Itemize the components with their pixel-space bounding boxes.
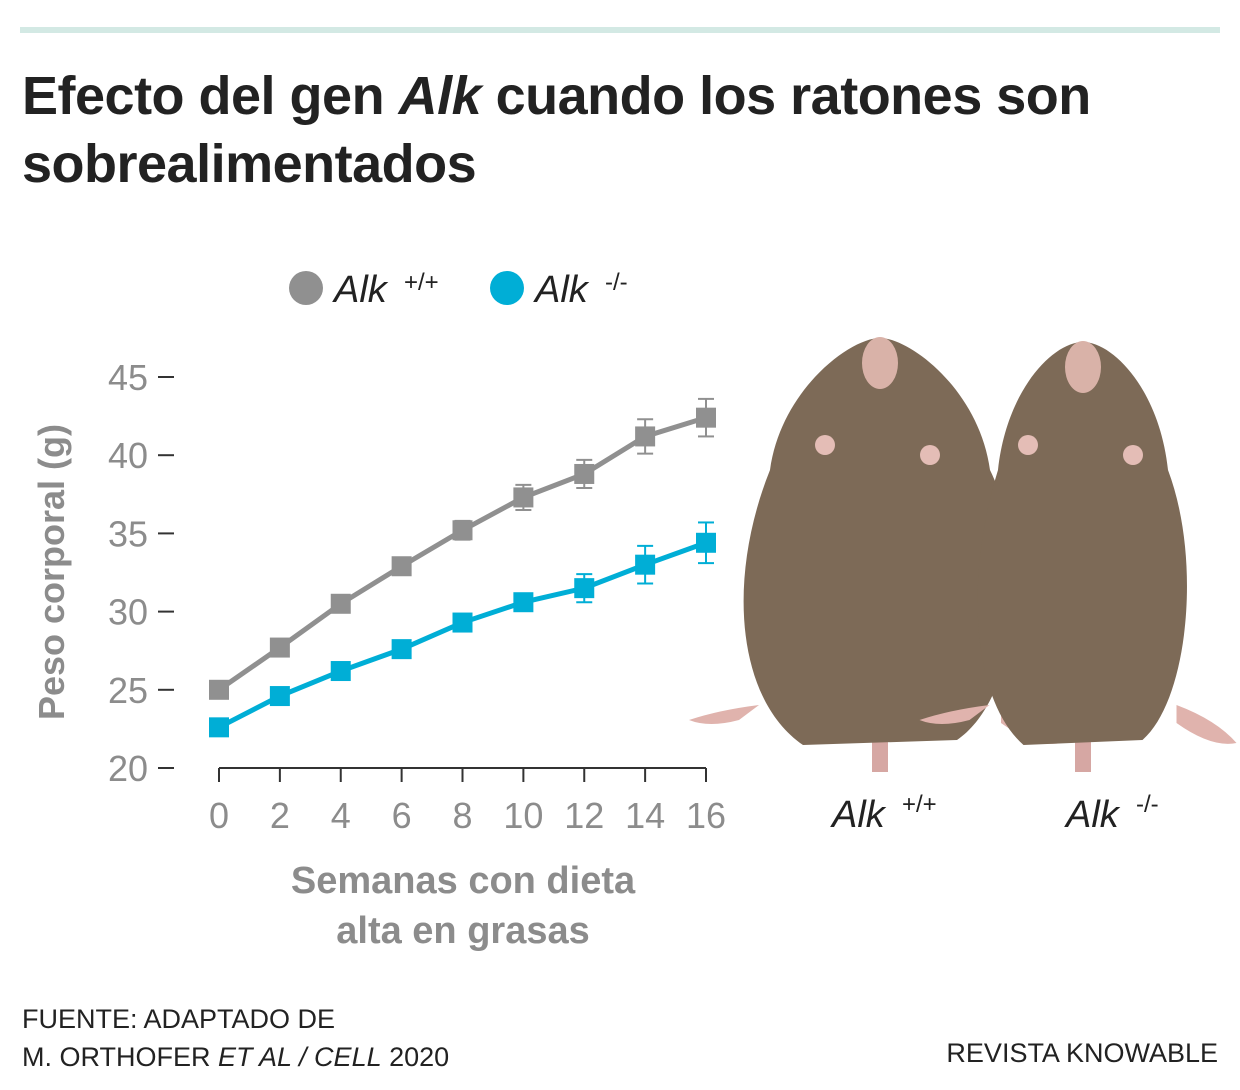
mouse-paw bbox=[1123, 445, 1143, 465]
data-point bbox=[513, 487, 534, 508]
data-point bbox=[330, 593, 351, 614]
publisher-credit: REVISTA KNOWABLE bbox=[946, 1038, 1218, 1068]
x-tick-label: 10 bbox=[503, 795, 543, 836]
source-line-2: M. ORTHOFER ET AL / CELL 2020 bbox=[22, 1042, 450, 1072]
x-tick-label: 0 bbox=[209, 795, 229, 836]
mouse-foot bbox=[1176, 705, 1237, 744]
y-axis-label: Peso corporal (g) bbox=[31, 424, 72, 720]
x-tick-label: 12 bbox=[564, 795, 604, 836]
mouse-body bbox=[977, 342, 1187, 745]
legend-label: Alk bbox=[533, 269, 590, 311]
mouse-nose bbox=[862, 337, 898, 389]
data-point bbox=[635, 426, 656, 447]
data-point bbox=[391, 556, 412, 577]
y-tick-label: 25 bbox=[108, 670, 148, 711]
data-point bbox=[209, 679, 229, 700]
x-axis-label: Semanas con dieta bbox=[291, 860, 636, 902]
data-point bbox=[269, 637, 290, 658]
y-tick-label: 30 bbox=[108, 592, 148, 633]
legend-label: Alk bbox=[332, 269, 389, 311]
source-line-1: FUENTE: ADAPTADO DE bbox=[22, 1004, 336, 1034]
legend-marker bbox=[490, 271, 524, 305]
x-tick-label: 4 bbox=[331, 795, 351, 836]
x-tick-label: 2 bbox=[270, 795, 290, 836]
data-point bbox=[513, 592, 534, 613]
legend-marker bbox=[289, 271, 323, 305]
mouse-paw bbox=[920, 445, 940, 465]
top-divider bbox=[20, 27, 1220, 33]
mouse-body bbox=[743, 338, 1015, 745]
mouse-paw bbox=[815, 435, 835, 455]
source-note: FUENTE: ADAPTADO DE M. ORTHOFER ET AL / … bbox=[22, 1000, 449, 1076]
data-point bbox=[635, 554, 656, 575]
y-tick-label: 20 bbox=[108, 748, 148, 789]
page-title: Efecto del gen Alk cuando los ratones so… bbox=[22, 66, 1091, 194]
data-point bbox=[574, 463, 595, 484]
mouse-label: Alk bbox=[1064, 794, 1121, 836]
data-point bbox=[391, 639, 412, 660]
mouse-foot bbox=[689, 705, 759, 724]
mouse-nose bbox=[1065, 341, 1101, 393]
legend-superscript: +/+ bbox=[404, 269, 439, 296]
data-point bbox=[696, 532, 716, 553]
x-tick-label: 16 bbox=[686, 795, 726, 836]
mouse-paw bbox=[1018, 435, 1038, 455]
y-tick-label: 45 bbox=[108, 357, 148, 398]
x-axis-label: alta en grasas bbox=[336, 910, 589, 952]
data-point bbox=[452, 612, 473, 633]
mouse-illustration-knockout bbox=[919, 341, 1237, 772]
series-line-0 bbox=[217, 415, 707, 692]
data-point bbox=[330, 661, 351, 682]
x-tick-label: 14 bbox=[625, 795, 665, 836]
data-point bbox=[574, 578, 595, 599]
legend-superscript: -/- bbox=[605, 269, 628, 296]
x-tick-label: 6 bbox=[392, 795, 412, 836]
data-point bbox=[696, 407, 716, 428]
data-point bbox=[269, 686, 290, 707]
mouse-foot bbox=[919, 705, 990, 724]
series-line-1 bbox=[217, 540, 707, 730]
mouse-label-superscript: +/+ bbox=[902, 791, 937, 818]
y-tick-label: 35 bbox=[108, 513, 148, 554]
mouse-label-superscript: -/- bbox=[1136, 791, 1159, 818]
y-tick-label: 40 bbox=[108, 435, 148, 476]
data-point bbox=[452, 520, 473, 541]
data-point bbox=[209, 717, 229, 738]
x-tick-label: 8 bbox=[452, 795, 472, 836]
mouse-label: Alk bbox=[830, 794, 887, 836]
